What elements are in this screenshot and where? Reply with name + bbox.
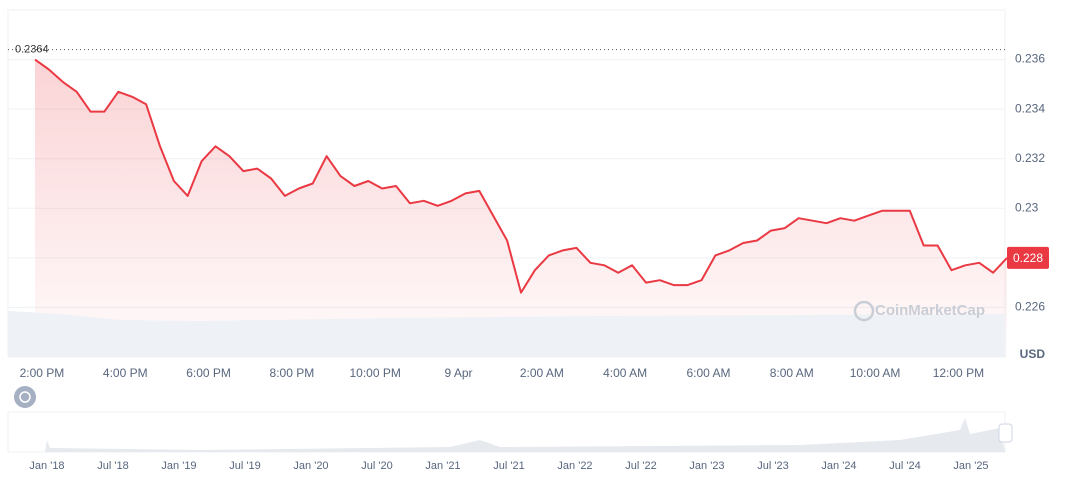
navigator-label: Jan '25 bbox=[953, 460, 988, 472]
navigator-label: Jul '21 bbox=[493, 460, 524, 472]
navigator-handle[interactable] bbox=[998, 423, 1013, 443]
x-tick-label: 4:00 AM bbox=[603, 366, 647, 380]
y-tick-label: 0.236 bbox=[1015, 52, 1045, 66]
reference-label: 0.2364 bbox=[15, 44, 49, 56]
navigator-label: Jan '21 bbox=[425, 460, 460, 472]
y-tick-label: 0.23 bbox=[1015, 200, 1039, 214]
navigator-label: Jan '19 bbox=[161, 460, 196, 472]
navigator-label: Jan '23 bbox=[689, 460, 724, 472]
x-tick-label: 8:00 PM bbox=[270, 366, 315, 380]
y-tick-label: 0.226 bbox=[1015, 300, 1045, 314]
x-tick-label: 6:00 AM bbox=[686, 366, 730, 380]
navigator-label: Jan '20 bbox=[293, 460, 328, 472]
navigator-label: Jan '18 bbox=[29, 460, 64, 472]
navigator-label: Jul '22 bbox=[625, 460, 656, 472]
price-badge bbox=[1007, 246, 1049, 269]
watermark: CoinMarketCap bbox=[875, 302, 985, 319]
y-axis-label: USD bbox=[1020, 347, 1046, 361]
navigator-label: Jan '22 bbox=[557, 460, 592, 472]
y-tick-label: 0.232 bbox=[1015, 151, 1045, 165]
navigator-label: Jan '24 bbox=[821, 460, 856, 472]
x-tick-label: 10:00 AM bbox=[850, 366, 901, 380]
y-tick-label: 0.234 bbox=[1015, 101, 1045, 115]
history-icon bbox=[19, 391, 31, 403]
x-tick-label: 2:00 PM bbox=[20, 366, 65, 380]
navigator-label: Jul '23 bbox=[757, 460, 788, 472]
x-tick-label: 12:00 PM bbox=[933, 366, 984, 380]
navigator-label: Jul '24 bbox=[889, 460, 920, 472]
watermark-logo bbox=[853, 300, 875, 322]
volume-area bbox=[8, 311, 1005, 357]
x-tick-label: 4:00 PM bbox=[103, 366, 148, 380]
navigator-label: Jul '19 bbox=[229, 460, 260, 472]
price-badge-label: 0.228 bbox=[1013, 251, 1043, 265]
history-button[interactable] bbox=[14, 386, 36, 408]
x-tick-label: 6:00 PM bbox=[186, 366, 231, 380]
x-tick-label: 2:00 AM bbox=[520, 366, 564, 380]
navigator-label: Jul '20 bbox=[361, 460, 392, 472]
x-tick-label: 10:00 PM bbox=[350, 366, 401, 380]
x-tick-label: 8:00 AM bbox=[770, 366, 814, 380]
navigator-label: Jul '18 bbox=[97, 460, 128, 472]
navigator-area bbox=[45, 418, 1005, 452]
x-tick-label: 9 Apr bbox=[444, 366, 472, 380]
price-area bbox=[35, 59, 1007, 357]
price-line bbox=[34, 58, 1008, 294]
